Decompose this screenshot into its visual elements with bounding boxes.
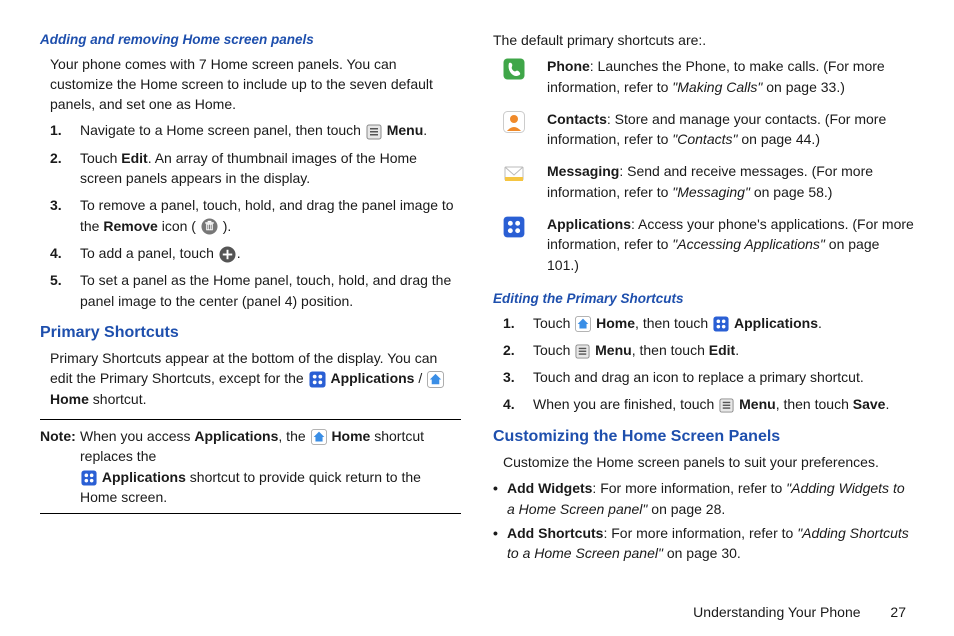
step-2: 2. Touch Edit. An array of thumbnail ima…: [50, 148, 461, 189]
menu-icon: [575, 344, 590, 359]
shortcut-contacts: Contacts: Store and manage your contacts…: [503, 109, 914, 150]
footer-section: Understanding Your Phone: [693, 604, 860, 620]
trash-icon: [201, 218, 218, 235]
applications-icon: [309, 371, 326, 388]
edit-step-3: 3. Touch and drag an icon to replace a p…: [503, 367, 914, 387]
applications-icon: [81, 470, 97, 486]
step-3: 3. To remove a panel, touch, hold, and d…: [50, 195, 461, 236]
edit-steps-list: 1. Touch Home, then touch Applications. …: [503, 313, 914, 415]
bullet-add-shortcuts: • Add Shortcuts: For more information, r…: [493, 523, 914, 564]
note-label: Note:: [40, 426, 80, 507]
left-column: Adding and removing Home screen panels Y…: [40, 30, 461, 567]
shortcut-messaging: Messaging: Send and receive messages. (F…: [503, 161, 914, 202]
edit-step-4: 4. When you are finished, touch Menu, th…: [503, 394, 914, 414]
step-1: 1. Navigate to a Home screen panel, then…: [50, 120, 461, 140]
messaging-icon: [503, 163, 525, 185]
heading-editing-shortcuts: Editing the Primary Shortcuts: [493, 289, 914, 309]
home-icon: [311, 429, 327, 445]
phone-icon: [503, 58, 525, 80]
bullet-add-widgets: • Add Widgets: For more information, ref…: [493, 478, 914, 519]
menu-icon: [366, 124, 382, 140]
heading-primary-shortcuts: Primary Shortcuts: [40, 321, 461, 344]
edit-step-1: 1. Touch Home, then touch Applications.: [503, 313, 914, 333]
contacts-icon: [503, 111, 525, 133]
home-icon: [427, 371, 444, 388]
home-icon: [575, 316, 591, 332]
shortcut-applications: Applications: Access your phone's applic…: [503, 214, 914, 275]
heading-adding-removing: Adding and removing Home screen panels: [40, 30, 461, 50]
note-block: Note: When you access Applications, the …: [40, 419, 461, 514]
edit-step-2: 2. Touch Menu, then touch Edit.: [503, 340, 914, 360]
plus-icon: [219, 246, 236, 263]
footer-page-number: 27: [890, 604, 906, 620]
step-5: 5. To set a panel as the Home panel, tou…: [50, 270, 461, 311]
right-column: The default primary shortcuts are:. Phon…: [493, 30, 914, 567]
custom-intro: Customize the Home screen panels to suit…: [503, 452, 914, 472]
default-shortcuts-intro: The default primary shortcuts are:.: [493, 30, 914, 50]
applications-icon: [713, 316, 729, 332]
primary-shortcuts-paragraph: Primary Shortcuts appear at the bottom o…: [50, 348, 461, 409]
note-body: When you access Applications, the Home s…: [80, 426, 461, 507]
customizing-bullets: • Add Widgets: For more information, ref…: [493, 478, 914, 563]
page-footer: Understanding Your Phone 27: [693, 602, 906, 622]
shortcut-phone: Phone: Launches the Phone, to make calls…: [503, 56, 914, 97]
intro-paragraph: Your phone comes with 7 Home screen pane…: [50, 54, 461, 115]
menu-icon: [719, 398, 734, 413]
panel-steps-list: 1. Navigate to a Home screen panel, then…: [50, 120, 461, 310]
step-4: 4. To add a panel, touch .: [50, 243, 461, 263]
applications-icon: [503, 216, 525, 238]
heading-customizing-panels: Customizing the Home Screen Panels: [493, 425, 914, 448]
